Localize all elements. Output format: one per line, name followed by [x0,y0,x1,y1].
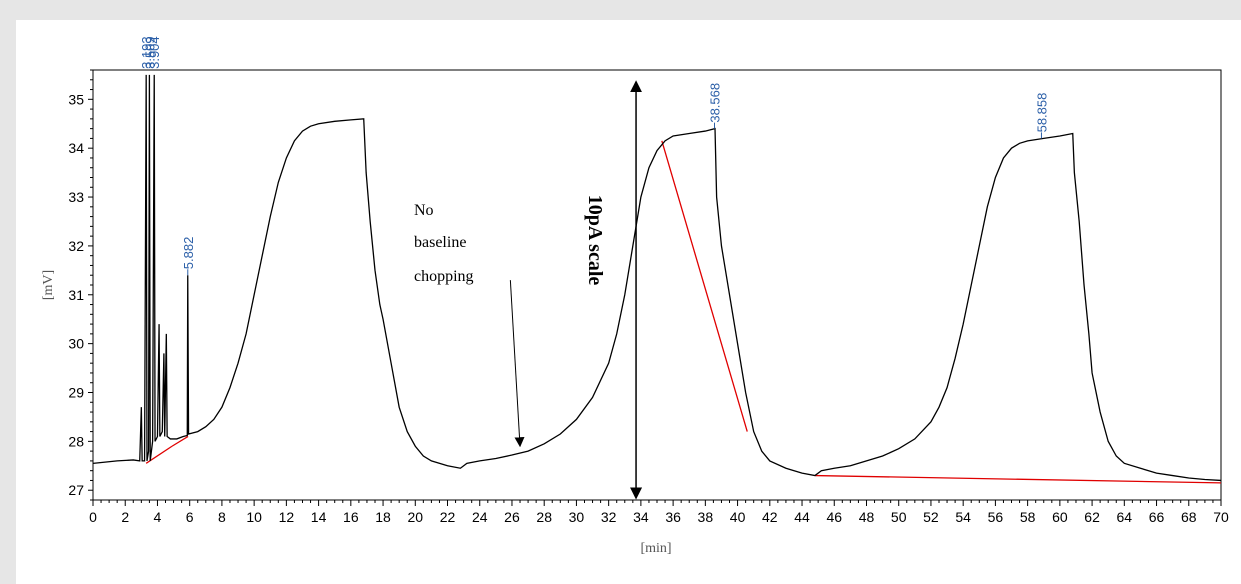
peak-label: 3.904 [147,36,162,69]
x-tick-label: 34 [633,509,649,525]
y-axis: 27 28 29 30 31 32 33 34 35 [68,69,93,501]
signal-trace [92,74,1222,482]
x-tick-label: 48 [859,509,875,525]
annotation-arrow [509,280,525,448]
x-tick-label: 14 [311,509,327,525]
y-tick-label: 35 [68,91,84,107]
x-tick-label: 56 [988,509,1004,525]
y-tick-label: 31 [68,287,84,303]
x-tick-label: 26 [504,509,520,525]
x-tick-label: 42 [762,509,778,525]
x-tick-label: 70 [1213,509,1229,525]
x-tick-label: 0 [89,509,97,525]
y-tick-label: 33 [68,189,84,205]
x-tick-label: 52 [923,509,939,525]
scale-label: 10pA scale [584,195,606,286]
y-tick-label: 32 [68,238,84,254]
y-axis-label: [mV] [41,270,56,300]
x-tick-label: 66 [1149,509,1165,525]
x-tick-label: 8 [218,509,226,525]
x-tick-label: 18 [375,509,391,525]
y-tick-label: 30 [68,336,84,352]
x-tick-label: 16 [343,509,359,525]
x-tick-label: 22 [440,509,456,525]
x-tick-label: 64 [1117,509,1133,525]
x-tick-label: 58 [1020,509,1036,525]
x-tick-label: 32 [601,509,617,525]
x-tick-label: 50 [891,509,907,525]
plot-area [92,69,1222,501]
x-tick-label: 10 [246,509,262,525]
x-axis: 0 2 4 6 8 10 12 14 16 18 20 22 24 26 28 30 32 34 36 38 40 42 4… [89,500,1229,525]
x-tick-label: 20 [407,509,423,525]
baseline-segment [814,474,1222,484]
y-tick-label: 29 [68,385,84,401]
peak-label: 58.858 [1034,93,1049,133]
x-tick-label: 46 [826,509,842,525]
x-tick-label: 54 [955,509,971,525]
x-tick-label: 68 [1181,509,1197,525]
peak-label: 38.568 [707,83,722,123]
baseline-segments [145,140,1222,484]
x-tick-label: 4 [154,509,162,525]
x-tick-label: 36 [665,509,681,525]
peak-label: 5.882 [181,237,196,270]
y-tick-label: 28 [68,433,84,449]
x-tick-label: 40 [730,509,746,525]
x-tick-label: 30 [569,509,585,525]
baseline-segment [661,140,748,432]
x-tick-label: 62 [1084,509,1100,525]
x-tick-label: 2 [121,509,129,525]
peak-label: 3.509 [142,36,157,69]
x-tick-label: 60 [1052,509,1068,525]
x-tick-label: 24 [472,509,488,525]
x-tick-label: 38 [698,509,714,525]
y-tick-label: 34 [68,140,84,156]
x-tick-label: 28 [536,509,552,525]
y-tick-label: 27 [68,482,84,498]
x-axis-label: [min] [640,541,671,556]
peak-label: 3.193 [139,36,154,69]
baseline-segment [171,435,189,447]
annotation-baseline: baseline [414,234,466,251]
annotation-no: No [414,202,434,219]
x-tick-label: 44 [794,509,810,525]
x-tick-label: 12 [279,509,295,525]
x-tick-label: 6 [186,509,194,525]
annotation-chopping: chopping [414,268,474,285]
chart-frame: 27 28 29 30 31 32 33 34 35 0 2 4 6 8 10 12 14 16 18 20 22 24… [16,20,1241,584]
